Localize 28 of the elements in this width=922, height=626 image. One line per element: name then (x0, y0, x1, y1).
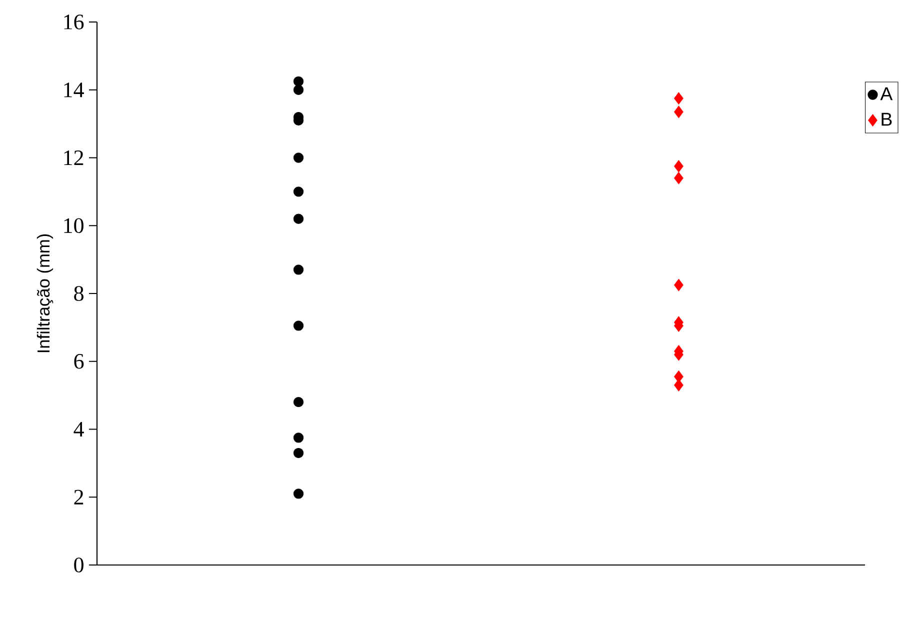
point (674, 172, 684, 184)
point (293, 76, 304, 86)
y-tick-label: 6 (74, 354, 84, 369)
y-tick-label: 10 (64, 218, 84, 234)
y-tick-label: 2 (74, 490, 84, 504)
legend-label: A (880, 87, 893, 100)
point (293, 152, 304, 163)
point (674, 92, 684, 104)
y-axis-title: Infiltração (mm) (36, 234, 54, 352)
y-tick-label: 12 (64, 150, 84, 166)
point (293, 214, 304, 224)
point (293, 264, 304, 275)
point (293, 186, 304, 197)
y-tick-label: 14 (64, 82, 84, 98)
point (293, 488, 304, 499)
point (293, 432, 304, 443)
y-tick-label: 4 (74, 422, 84, 436)
point (674, 106, 684, 118)
point (293, 84, 304, 95)
point (293, 397, 304, 408)
point (674, 160, 684, 172)
y-tick-label: 16 (64, 14, 84, 30)
legend-label: B (882, 112, 892, 126)
point (293, 320, 304, 331)
y-tick-label: 0 (74, 558, 84, 572)
point (674, 278, 684, 292)
y-tick-label: 8 (74, 286, 84, 301)
point (293, 448, 304, 458)
